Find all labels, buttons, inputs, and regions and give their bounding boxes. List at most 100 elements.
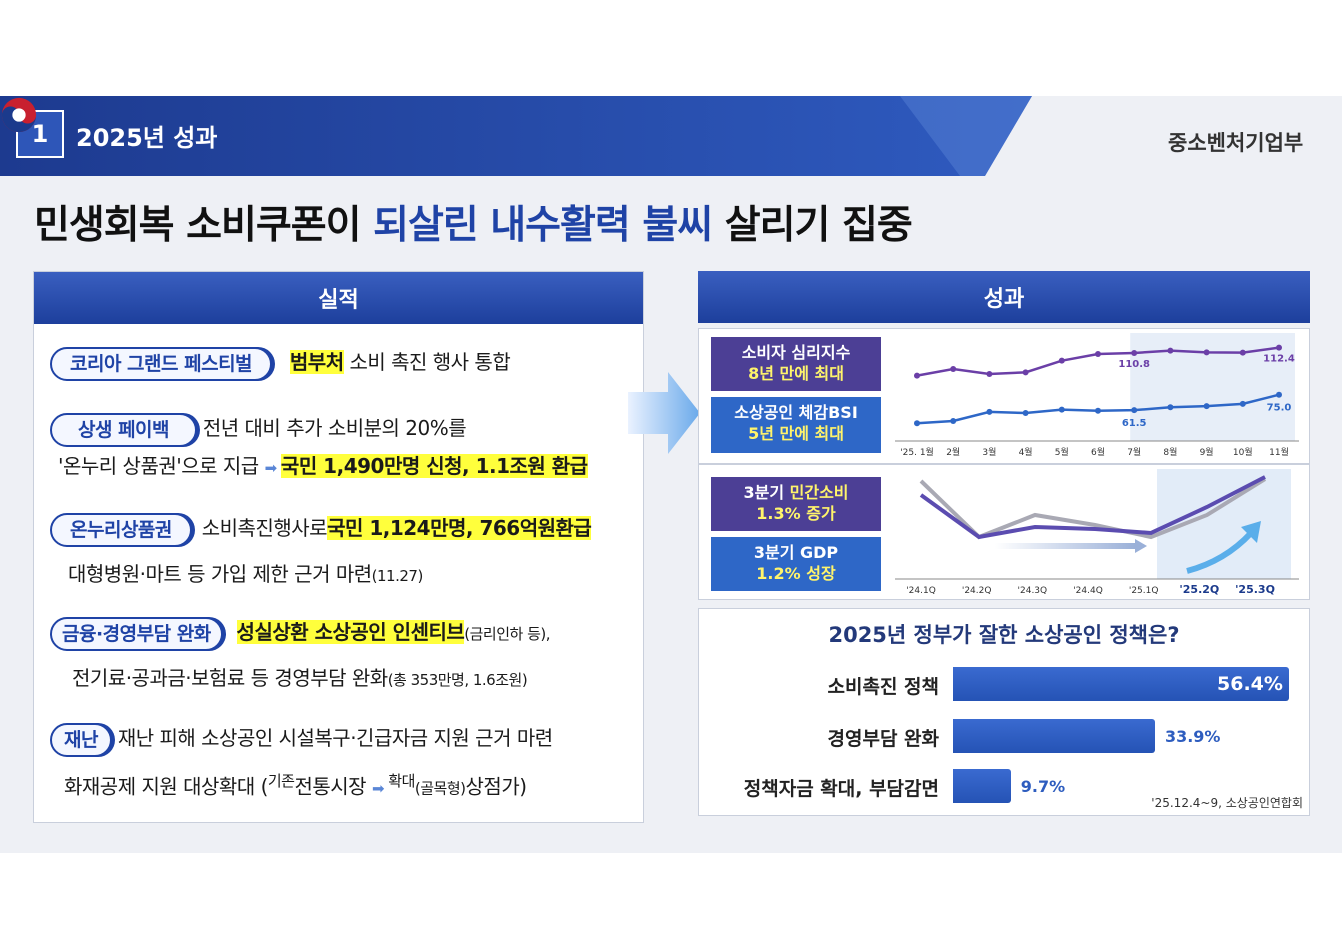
- survey-source: '25.12.4~9, 소상공인연합회: [1151, 796, 1303, 810]
- flow-arrow-body: [995, 543, 1135, 549]
- badge-private-consumption: 3분기 민간소비 1.3% 증가: [711, 477, 881, 531]
- badge3-line1y: 민간소비: [789, 483, 849, 502]
- tick-label: '25.3Q: [1235, 583, 1275, 596]
- achievements-heading: 실적: [34, 272, 643, 324]
- data-point: [1239, 400, 1246, 407]
- disaster-line2b: 전통시장: [294, 774, 372, 799]
- item-disaster: 재난 재난 피해 소상공인 시설복구·긴급자금 지원 근거 마련: [50, 722, 661, 757]
- badge2-line1: 소상공인 체감BSI: [734, 403, 858, 422]
- trend-line-gdp: [919, 475, 1266, 540]
- data-point: [1058, 357, 1065, 364]
- data-point: [1058, 406, 1065, 413]
- badge2-line2: 5년 만에 최대: [748, 424, 844, 443]
- flow-arrow-head: [1135, 539, 1147, 553]
- finance-hl: 성실상환 소상공인 인센티브: [236, 620, 465, 644]
- tick-label: 2월: [946, 446, 960, 458]
- item-onnuri: 온누리상품권 소비촉진행사로국민 1,124만명, 766억원환급: [50, 512, 661, 547]
- government-logo-icon: [1, 97, 37, 133]
- data-point: [1095, 351, 1101, 357]
- gdp-line-chart: '24.1Q '24.2Q '24.3Q '24.4Q '25.1Q '25.2Q '25.…: [895, 469, 1299, 596]
- item-festival: 코리아 그랜드 페스티벌 범부처 소비 촉진 행사 통합: [50, 346, 661, 381]
- tag-finance: 금융·경영부담 완화: [50, 616, 223, 651]
- item-payback-line2: '온누리 상품권'으로 지급 ➡ 국민 1,490만명 신청, 1.1조원 환급: [58, 450, 669, 479]
- badge4-line2: 1.2% 성장: [756, 564, 836, 583]
- data-point: [914, 372, 920, 379]
- data-point: [1131, 407, 1138, 414]
- disaster-small-b: 확대: [388, 772, 415, 790]
- bar-value-label: 9.7%: [1020, 777, 1066, 796]
- disaster-small-a: 기존: [267, 772, 295, 790]
- badge-bsi: 소상공인 체감BSI 5년 만에 최대: [711, 397, 881, 453]
- sentiment-chart-box: 소비자 심리지수 8년 만에 최대 소상공인 체감BSI 5년 만에 최대 11…: [698, 328, 1310, 464]
- badge1-line2: 8년 만에 최대: [748, 364, 844, 383]
- data-point: [1022, 369, 1029, 376]
- arrow-right-icon: [628, 372, 700, 454]
- badge-consumer-sentiment: 소비자 심리지수 8년 만에 최대: [711, 337, 881, 391]
- data-point: [1167, 347, 1174, 354]
- rise-arrow-body: [1186, 530, 1254, 574]
- data-point: [1095, 407, 1101, 414]
- tick-label: '24.4Q: [1073, 586, 1103, 596]
- data-point: [1022, 410, 1029, 416]
- item-payback: 상생 페이백 전년 대비 추가 소비분의 20%를: [50, 412, 661, 447]
- data-label: 110.8: [1118, 359, 1150, 370]
- data-label: 61.5: [1122, 418, 1147, 429]
- bar-category-label: 정책자금 확대, 부담감면: [743, 778, 939, 800]
- data-point: [986, 371, 993, 377]
- section-label: 2025년 성과: [76, 124, 218, 152]
- title-highlight: 되살린 내수활력 불씨: [373, 203, 713, 248]
- tag-festival: 코리아 그랜드 페스티벌: [50, 346, 273, 381]
- data-label: 75.0: [1267, 403, 1292, 414]
- tick-label: 7월: [1127, 446, 1141, 458]
- bar: [953, 667, 1289, 701]
- header-background: [0, 96, 1342, 176]
- disaster-text: 재난 피해 소상공인 시설복구·긴급자금 지원 근거 마련: [117, 726, 553, 750]
- data-label: 112.4: [1263, 354, 1295, 365]
- gdp-chart-box: 3분기 민간소비 1.3% 증가 3분기 GDP 1.2% 성장 '24.1Q '…: [698, 464, 1310, 600]
- data-point: [914, 420, 920, 427]
- onnuri-line2-small: (11.27): [371, 567, 424, 585]
- tick-label: 3월: [982, 446, 996, 458]
- title-part2: 살리기 집중: [712, 203, 913, 248]
- finance-line2-small: (총 353만명, 1.6조원): [387, 671, 528, 689]
- page-title: 민생회복 소비쿠폰이 되살린 내수활력 불씨 살리기 집중: [34, 194, 913, 250]
- data-point: [1276, 344, 1282, 351]
- item-finance: 금융·경영부담 완화 성실상환 소상공인 인센티브(금리인하 등),: [50, 616, 661, 651]
- arrow-right-icon: ➡: [264, 459, 281, 477]
- data-point: [1203, 349, 1210, 356]
- results-heading: 성과: [698, 271, 1310, 323]
- ministry-name: 중소벤처기업부: [1168, 131, 1304, 155]
- item-disaster-line2: 화재공제 지원 대상확대 (기존전통시장 ➡ 확대(골목형)상점가): [64, 770, 675, 800]
- tick-label: '24.2Q: [962, 586, 992, 596]
- achievements-panel: 실적 코리아 그랜드 페스티벌 범부처 소비 촉진 행사 통합 상생 페이백 전…: [33, 271, 644, 823]
- badge1-line1: 소비자 심리지수: [741, 343, 851, 362]
- tag-onnuri: 온누리상품권: [50, 512, 192, 547]
- tag-disaster: 재난: [50, 722, 112, 757]
- tick-label: 4월: [1019, 446, 1033, 458]
- bar-category-label: 소비촉진 정책: [827, 676, 940, 698]
- slide: 1 2025년 성과 중소벤처기업부 민생회복 소비쿠폰이 되살린 내수활력 불…: [0, 96, 1342, 853]
- bar-value-label: 33.9%: [1164, 727, 1221, 746]
- highlight-region: [1157, 469, 1291, 579]
- data-point: [1276, 391, 1282, 398]
- badge3-line2: 1.3% 증가: [756, 504, 836, 523]
- tick-label: 10월: [1233, 446, 1253, 458]
- festival-hl: 범부처: [289, 350, 344, 374]
- tick-label: '24.1Q: [906, 586, 936, 596]
- badge-gdp: 3분기 GDP 1.2% 성장: [711, 537, 881, 591]
- data-point: [950, 418, 957, 424]
- festival-text: 소비 촉진 행사 통합: [343, 350, 511, 374]
- item-onnuri-line2: 대형병원·마트 등 가입 제한 근거 마련(11.27): [68, 558, 679, 587]
- payback-text: 전년 대비 추가 소비분의 20%를: [202, 416, 467, 440]
- badge3-line1a: 3분기: [743, 483, 790, 502]
- header-band: 1 2025년 성과 중소벤처기업부: [0, 96, 1342, 176]
- payback-line2-hl: 국민 1,490만명 신청, 1.1조원 환급: [280, 454, 588, 478]
- survey-title: 2025년 정부가 잘한 소상공인 정책은?: [828, 623, 1180, 647]
- data-point: [986, 408, 993, 415]
- tick-label: 8월: [1163, 446, 1177, 458]
- data-point: [950, 366, 957, 372]
- bar: [953, 769, 1011, 803]
- tick-label: 6월: [1091, 446, 1105, 458]
- bar-value-label: 56.4%: [1217, 673, 1283, 695]
- tick-label: '25.1Q: [1129, 586, 1159, 596]
